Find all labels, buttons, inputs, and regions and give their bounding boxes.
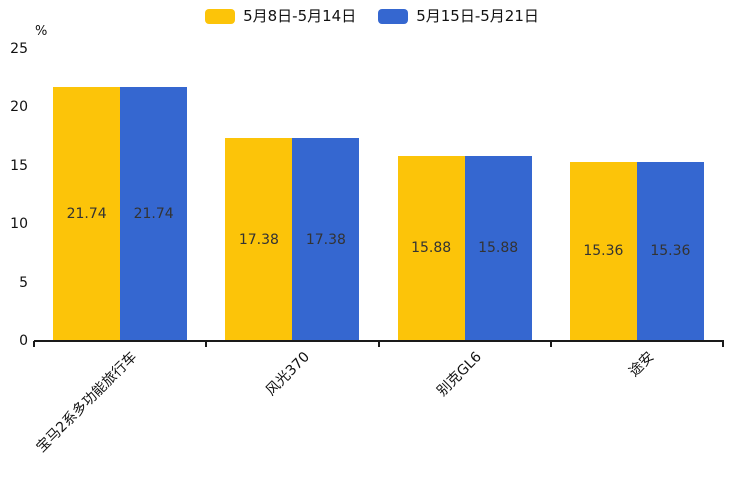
legend-item-0: 5月8日-5月14日 [205, 6, 356, 26]
y-tick-label: 20 [10, 99, 28, 116]
y-tick-label: 25 [10, 41, 28, 57]
bar-value-label: 17.38 [305, 231, 346, 248]
bar-别克GL6-series-0 [397, 155, 465, 341]
y-axis-unit-label: % [35, 24, 48, 39]
chart-legend: 5月8日-5月14日 5月15日-5月21日 [0, 6, 744, 26]
legend-label: 5月15日-5月21日 [416, 7, 539, 25]
y-tick-label: 10 [10, 216, 28, 233]
legend-swatch-icon [205, 8, 236, 24]
x-tick-mark [722, 341, 724, 347]
bar-别克GL6-series-1 [464, 155, 532, 341]
x-category-label: 途安 [626, 349, 658, 381]
legend-item-1: 5月15日-5月21日 [378, 6, 539, 26]
bar-途安-series-1 [636, 161, 704, 341]
y-tick-label: 0 [19, 333, 28, 349]
bar-value-label: 15.36 [583, 243, 624, 260]
legend-swatch-icon [378, 8, 409, 24]
bar-value-label: 21.74 [133, 206, 174, 223]
x-tick-mark [205, 341, 208, 347]
bar-value-label: 15.36 [650, 243, 691, 260]
x-category-label: 宝马2系多功能旅行车 [33, 349, 141, 456]
x-tick-mark [33, 341, 35, 347]
x-tick-mark [377, 341, 380, 347]
bar-风光370-series-1 [292, 138, 360, 341]
x-category-label: 风光370 [262, 349, 313, 400]
x-category-label: 别克GL6 [434, 349, 485, 400]
bar-value-label: 17.38 [238, 231, 279, 248]
bar-风光370-series-0 [225, 138, 293, 341]
bar-value-label: 15.88 [411, 240, 452, 257]
bar-宝马2系多功能旅行车-series-0 [53, 87, 121, 341]
x-tick-mark [549, 341, 552, 347]
bar-宝马2系多功能旅行车-series-1 [120, 87, 188, 341]
y-tick-label: 5 [19, 274, 28, 291]
legend-label: 5月8日-5月14日 [243, 7, 357, 25]
y-tick-label: 15 [10, 157, 28, 174]
bar-途安-series-0 [569, 161, 637, 341]
bar-value-label: 21.74 [66, 206, 107, 223]
bar-value-label: 15.88 [478, 240, 519, 257]
